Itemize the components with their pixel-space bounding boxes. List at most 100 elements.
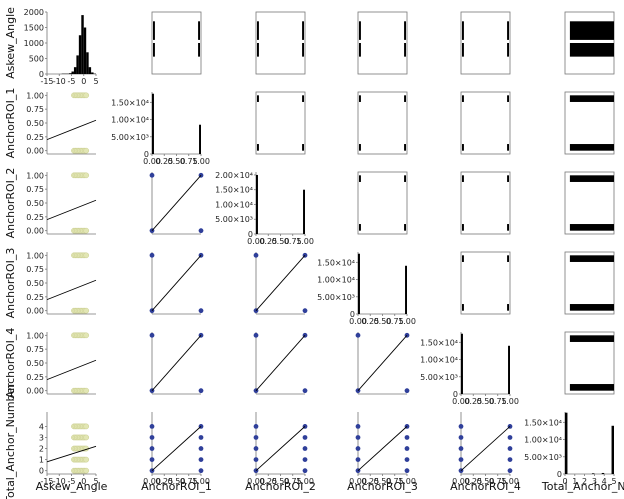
- point-r5-c4-0-1: [458, 457, 464, 463]
- hist-bar-3-0: [358, 253, 360, 314]
- xtick-label-r5-c0-3: 0: [81, 477, 86, 486]
- heat-cell-r4-c5-00: [569, 384, 614, 391]
- heat-cell-r0-c1-00: [153, 21, 155, 40]
- point-r2-c0-0-8: [83, 227, 90, 234]
- xtick-label-r5-c4-4: 1.00: [501, 477, 519, 486]
- point-r5-c0-1-8: [83, 456, 90, 463]
- hist-ytick-label-5-3: 1.50×10⁴: [524, 418, 562, 427]
- heat-cell-r2-c3-01: [359, 175, 361, 182]
- panel-r2-c1: [149, 172, 204, 235]
- xtick-label-r4-c4-3: 0.75: [489, 397, 507, 406]
- point-r4-c1-1-0: [198, 388, 204, 394]
- hist-ytick-label-0-1: 500: [29, 55, 44, 64]
- fit-line-r5-c3: [357, 426, 408, 472]
- xtick-label-r5-c2-1: 0.25: [259, 477, 277, 486]
- xtick-label-r2-c2-2: 0.50: [272, 237, 290, 246]
- row-label-4: AnchorROI_4: [4, 328, 17, 399]
- heat-cell-r0-c2-00: [257, 21, 259, 40]
- heat-cell-r1-c2-11: [302, 95, 304, 102]
- ytick-label-r3-1: 0.25: [26, 293, 44, 302]
- heat-cell-r2-c4-10: [507, 224, 509, 231]
- fit-line-r5-c0: [46, 445, 97, 463]
- fit-line-r5-c1: [151, 426, 202, 472]
- panel-r4-c5: [564, 331, 615, 395]
- ytick-label-r1-1: 0.25: [26, 133, 44, 142]
- fit-line-r5-c4: [460, 426, 511, 472]
- xtick-label-r5-c2-4: 1.00: [296, 477, 314, 486]
- panel-r1-c4: [460, 91, 511, 155]
- panel-r1-c2: [255, 91, 306, 155]
- xtick-label-r1-c1-2: 0.50: [168, 157, 186, 166]
- point-r5-c0-4-8: [83, 423, 90, 430]
- heat-cell-r0-c4-11: [507, 43, 509, 57]
- ytick-label-r1-3: 0.75: [26, 105, 44, 114]
- heat-cell-r3-c4-10: [507, 304, 509, 311]
- xtick-label-r5-c4-3: 0.75: [489, 477, 507, 486]
- point-r4-c2-1-0: [302, 388, 308, 394]
- point-r5-c4-1-2: [507, 446, 513, 451]
- xtick-label-r5-c2-3: 0.75: [284, 477, 302, 486]
- point-r5-c1-1-2: [198, 446, 204, 451]
- panel-r3-c0: [45, 252, 97, 315]
- panel-r3-c3: [356, 252, 408, 316]
- hist-ytick-label-1-2: 1.00×10⁴: [111, 116, 149, 125]
- panel-r4-c0: [45, 332, 97, 395]
- ytick-label-r2-4: 1.00: [26, 171, 44, 180]
- hist-bar-4-0: [461, 333, 463, 394]
- xtick-label-r1-c1-1: 0.25: [155, 157, 173, 166]
- hist-ytick-label-3-2: 1.00×10⁴: [317, 276, 355, 285]
- panel-r5-c0: [45, 412, 97, 476]
- col-label-3: AnchorROI_3: [347, 480, 418, 493]
- frame-r3-c4: [460, 251, 511, 315]
- heat-cell-r0-c2-10: [302, 21, 304, 40]
- ytick-label-r2-0: 0.00: [26, 227, 44, 236]
- xtick-label-r0-c0-3: 0: [81, 77, 86, 86]
- panel-r4-c2: [253, 332, 308, 395]
- ytick-label-r1-4: 1.00: [26, 91, 44, 100]
- fit-line-r4-c1: [151, 335, 202, 391]
- hist-bar-2-1: [303, 189, 305, 234]
- xtick-label-r5-c3-3: 0.75: [386, 477, 404, 486]
- ytick-label-r3-0: 0.00: [26, 307, 44, 316]
- hist-ytick-label-5-1: 5.00×10³: [524, 453, 562, 462]
- heat-cell-r0-c1-11: [198, 43, 200, 57]
- panel-r5-c4: [458, 412, 513, 476]
- heat-cell-r0-c1-10: [198, 21, 200, 40]
- point-r5-c2-0-2: [253, 446, 259, 451]
- ytick-label-r1-0: 0.00: [26, 147, 44, 156]
- xtick-label-r4-c4-2: 0.50: [477, 397, 495, 406]
- point-r5-c1-0-4: [149, 423, 155, 429]
- point-r5-c2-0-3: [253, 435, 259, 440]
- hist-bar-0-4: [71, 71, 74, 74]
- hist-ytick-label-2-1: 5.00×10³: [215, 215, 253, 224]
- point-r4-c0-1-8: [83, 332, 90, 339]
- hist-ytick-label-1-0: 0: [144, 150, 149, 159]
- xtick-label-r5-c4-2: 0.50: [477, 477, 495, 486]
- heat-cell-r1-c4-11: [507, 95, 509, 102]
- xtick-label-r5-c5-2: 2: [582, 477, 587, 486]
- heat-cell-r1-c2-10: [302, 144, 304, 151]
- hist-bar-1-1: [199, 124, 201, 154]
- point-r5-c0-3-8: [83, 434, 90, 441]
- xtick-label-r5-c5-4: 4: [602, 477, 607, 486]
- point-r5-c1-0-3: [149, 435, 155, 440]
- hist-bar-5-3: [591, 473, 595, 474]
- xtick-label-r5-c1-0: 0.00: [143, 477, 161, 486]
- panel-r2-c2: [254, 172, 306, 236]
- ytick-label-r2-2: 0.50: [26, 199, 44, 208]
- panel-r2-c4: [460, 171, 511, 235]
- hist-bar-2-0: [256, 174, 258, 234]
- ytick-label-r5-4: 4: [39, 422, 44, 431]
- hist-bar-5-0: [565, 412, 568, 474]
- heat-cell-r2-c3-10: [404, 224, 406, 231]
- col-label-5: Total_Anchor_Nur: [541, 480, 624, 493]
- panel-r2-c3: [357, 171, 408, 235]
- hist-bar-4-1: [508, 345, 510, 394]
- point-r5-c2-0-1: [253, 457, 259, 463]
- heat-cell-r0-c3-00: [359, 21, 361, 40]
- heat-cell-r1-c5-00: [569, 144, 614, 151]
- heat-cell-r1-c3-00: [359, 144, 361, 151]
- point-r2-c1-0-1: [149, 172, 155, 178]
- xtick-label-r0-c0-2: -5: [68, 77, 76, 86]
- point-r3-c2-0-1: [253, 252, 259, 258]
